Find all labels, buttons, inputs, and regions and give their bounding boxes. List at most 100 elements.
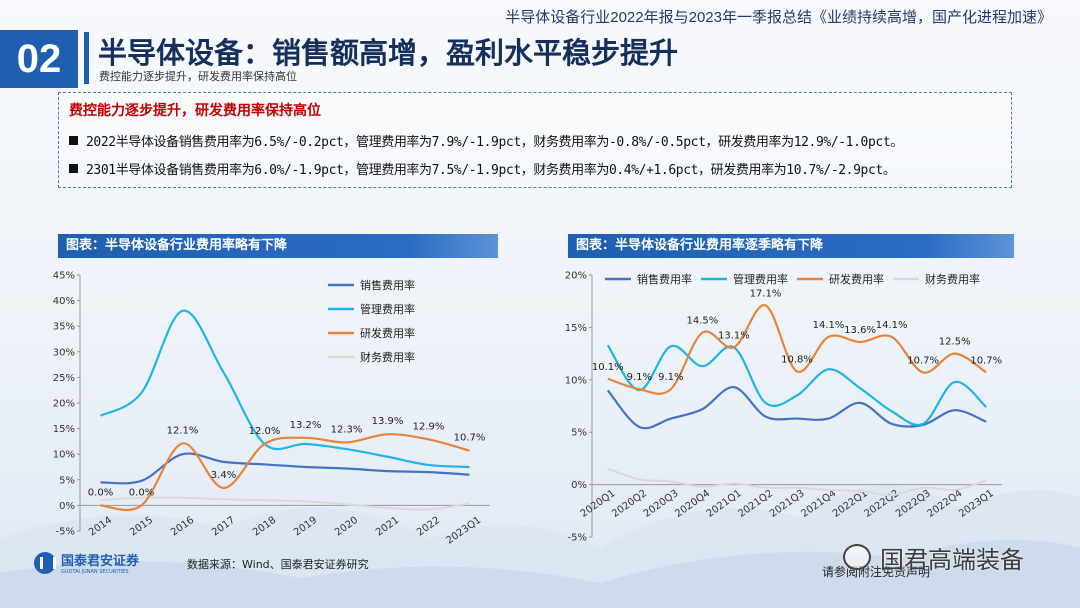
data-label: 13.9% [372,416,404,427]
x-tick-label: 2023Q1 [444,515,483,547]
x-tick-label: 2016 [169,515,196,539]
x-tick-label: 2021Q4 [799,488,838,520]
data-label: 3.4% [211,470,236,481]
chart-2-title: 图表：半导体设备行业费用率逐季略有下降 [568,234,1014,258]
data-label: 14.1% [813,320,845,331]
data-label: 12.9% [413,421,445,432]
x-tick-label: 2022Q1 [831,488,870,520]
data-label: 10.1% [592,362,624,373]
report-title: 半导体设备行业2022年报与2023年一季报总结《业绩持续高增，国产化进程加速》 [505,9,1052,26]
data-label: 10.7% [970,355,1002,366]
y-tick-label: 0% [59,501,75,512]
data-label: 13.2% [290,420,322,431]
legend-label: 销售费用率 [360,278,415,292]
y-tick-label: 10% [53,450,75,461]
series-line-admin [99,309,470,469]
series-line-rd [607,304,987,395]
legend-label: 研发费用率 [829,272,884,286]
disclaimer-text: 请参阅附注免责声明 [822,565,931,579]
data-label: 14.1% [876,320,908,331]
legend-label: 管理费用率 [733,272,788,286]
y-tick-label: 45% [53,271,75,282]
bullet-square-icon [69,164,78,173]
x-tick-label: 2020Q4 [673,488,712,520]
summary-box: 费控能力逐步提升，研发费用率保持高位 2022半导体设备销售费用率为6.5%/-… [58,92,1012,188]
data-label: 12.3% [331,424,363,435]
y-tick-label: 40% [53,296,75,307]
series-line-admin [606,344,987,427]
summary-heading: 费控能力逐步提升，研发费用率保持高位 [69,103,321,119]
x-tick-label: 2021Q3 [768,488,807,520]
y-tick-label: 5% [571,428,587,439]
x-tick-label: 2014 [87,515,114,539]
y-tick-label: 10% [565,375,587,386]
y-tick-label: 20% [565,271,587,282]
data-label: 12.1% [167,425,199,436]
series-line-sales [100,452,470,485]
series-line-finance [100,496,470,511]
bullet-text: 2022半导体设备销售费用率为6.5%/-0.2pct，管理费用率为7.9%/-… [86,135,903,150]
data-source: 数据来源：Wind、国泰君安证券研究 [187,558,369,571]
y-tick-label: -5% [568,533,587,544]
summary-bullet: 2022半导体设备销售费用率为6.5%/-0.2pct，管理费用率为7.9%/-… [69,131,903,150]
chart-1-title: 图表：半导体设备行业费用率略有下降 [58,234,498,258]
x-tick-label: 2018 [251,515,278,539]
y-tick-label: 30% [53,347,75,358]
logo-icon [34,551,56,574]
x-tick-label: 2020Q3 [642,488,681,520]
bullet-text: 2301半导体设备销售费用率为6.0%/-1.9pct，管理费用率为7.5%/-… [86,163,896,178]
x-tick-label: 2019 [292,515,319,539]
data-label: 0.0% [129,487,154,498]
y-tick-label: 5% [59,475,75,486]
x-tick-label: 2023Q1 [957,488,996,520]
y-tick-label: 15% [53,424,75,435]
logo-text-en: GUOTAI JUNAN SECURITIES [61,569,129,575]
x-tick-label: 2020Q1 [579,488,618,520]
legend-label: 研发费用率 [360,326,415,340]
legend-label: 财务费用率 [925,272,980,286]
y-tick-label: -5% [56,527,75,538]
watermark-text: 国君高端装备 [880,546,1024,574]
data-label: 0.0% [88,487,113,498]
wechat-icon [843,544,871,570]
legend-label: 销售费用率 [637,272,692,286]
company-logo: 国泰君安证券 GUOTAI JUNAN SECURITIES [34,550,139,575]
data-label: 13.1% [718,330,750,341]
x-tick-label: 2021Q2 [736,488,775,520]
data-label: 17.1% [750,288,782,299]
logo-text: 国泰君安证券 [61,554,140,569]
summary-bullet: 2301半导体设备销售费用率为6.0%/-1.9pct，管理费用率为7.5%/-… [69,159,896,178]
data-label: 9.1% [658,372,683,383]
legend-label: 财务费用率 [360,350,415,364]
x-tick-label: 2022Q4 [926,488,965,520]
x-tick-label: 2021 [374,515,401,539]
data-label: 9.1% [627,372,652,383]
x-tick-label: 2022 [415,515,442,539]
data-label: 10.7% [454,433,486,444]
y-tick-label: 20% [53,399,75,410]
bullet-square-icon [69,136,78,145]
data-label: 13.6% [844,325,876,336]
quarterly-expense-ratio-chart: 20% 15% 10% 5% 0% -5% 2020Q12020Q22020Q32020Q4… [565,271,1002,544]
series-line-finance [607,467,987,497]
section-number: 02 [0,30,78,88]
legend-label: 管理费用率 [360,302,415,316]
data-label: 10.7% [907,355,939,366]
x-tick-label: 2020 [333,515,360,539]
data-label: 10.8% [781,354,813,365]
page-title: 半导体设备：销售额高增，盈利水平稳步提升 [98,38,679,70]
x-tick-label: 2015 [128,515,155,539]
y-tick-label: 25% [53,373,75,384]
series-line-rd [100,433,470,512]
y-tick-label: 0% [571,480,587,491]
section-divider [84,32,89,84]
annual-expense-ratio-chart: 45% 40% 35% 30% 25% 20% 15% 10% 5% 0% -5% 2014 2015 2… [53,271,490,547]
data-label: 12.5% [939,337,971,348]
background-mountain-art [0,485,1080,608]
x-tick-label: 2017 [210,515,237,539]
y-tick-label: 35% [53,322,75,333]
x-tick-label: 2020Q2 [610,488,649,520]
y-tick-label: 15% [565,323,587,334]
x-tick-label: 2021Q1 [705,488,744,520]
data-label: 14.5% [686,316,718,327]
